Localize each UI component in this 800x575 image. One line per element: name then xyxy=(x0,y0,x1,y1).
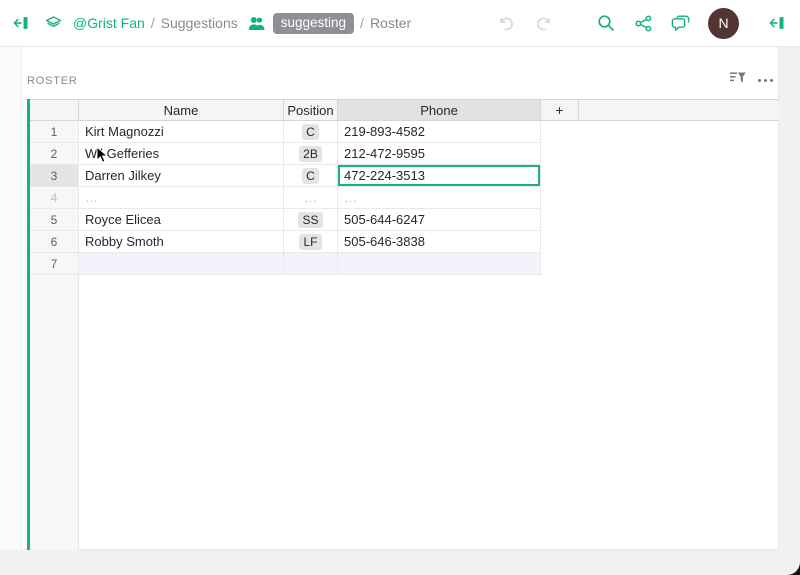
row-number-header[interactable] xyxy=(30,100,79,120)
column-header-phone[interactable]: Phone xyxy=(338,100,541,120)
cell-position[interactable]: C xyxy=(284,121,338,143)
cell-phone[interactable]: 212-472-9595 xyxy=(338,143,541,165)
row-number[interactable]: 6 xyxy=(30,231,79,253)
screen-corner-mask xyxy=(787,562,800,575)
header-filler xyxy=(579,100,779,120)
undo-icon[interactable] xyxy=(495,12,517,34)
row-number[interactable]: 2 xyxy=(30,143,79,165)
cell-name[interactable] xyxy=(79,253,284,275)
cell-phone[interactable] xyxy=(338,253,541,275)
section-title[interactable]: ROSTER xyxy=(27,75,78,87)
table-row-censored: 4 … … … xyxy=(30,187,587,209)
active-section-accent-bar xyxy=(27,99,30,550)
cell-position[interactable]: 2B xyxy=(284,143,338,165)
section-tools xyxy=(729,70,773,91)
column-header-position[interactable]: Position xyxy=(284,100,338,120)
cell-phone[interactable]: 219-893-4582 xyxy=(338,121,541,143)
cell-name[interactable]: Royce Elicea xyxy=(79,209,284,231)
table-row: 5 Royce Elicea SS 505-644-6247 xyxy=(30,209,587,231)
position-chip: C xyxy=(302,167,319,184)
cell-name[interactable]: Kirt Magnozzi xyxy=(79,121,284,143)
position-chip: SS xyxy=(298,211,323,228)
cell-position[interactable] xyxy=(284,253,338,275)
row-number[interactable]: 1 xyxy=(30,121,79,143)
mode-badge[interactable]: suggesting xyxy=(272,12,355,34)
row-number[interactable]: 4 xyxy=(30,187,79,209)
table-row: 2 Wil Gefferies 2B 212-472-9595 xyxy=(30,143,587,165)
column-header-name[interactable]: Name xyxy=(79,100,284,120)
expand-right-panel-icon[interactable] xyxy=(766,12,788,34)
comments-icon[interactable] xyxy=(669,12,691,34)
add-column-button[interactable]: + xyxy=(541,100,579,120)
redo-icon[interactable] xyxy=(532,12,554,34)
position-chip: 2B xyxy=(299,145,322,162)
share-icon[interactable] xyxy=(632,12,654,34)
breadcrumb-page[interactable]: Roster xyxy=(369,15,412,31)
sort-filter-icon[interactable] xyxy=(729,70,747,91)
breadcrumb-separator: / xyxy=(360,15,364,31)
row-number[interactable]: 3 xyxy=(30,165,79,187)
cell-name[interactable]: … xyxy=(79,187,284,209)
row-number[interactable]: 5 xyxy=(30,209,79,231)
top-header-bar: @Grist Fan / Suggestions suggesting / Ro… xyxy=(0,0,800,47)
table-row: 6 Robby Smoth LF 505-646-3838 xyxy=(30,231,587,253)
table-widget-panel: ROSTER Name Position Phone + xyxy=(22,47,779,550)
document-layers-icon[interactable] xyxy=(42,12,64,34)
more-options-icon[interactable] xyxy=(758,78,773,82)
table-body: 1 Kirt Magnozzi C 219-893-4582 2 Wil Gef… xyxy=(30,121,587,275)
mouse-cursor xyxy=(96,145,109,169)
cell-phone-selected[interactable]: 472-224-3513 xyxy=(338,165,541,187)
cell-position[interactable]: SS xyxy=(284,209,338,231)
cell-phone[interactable]: … xyxy=(338,187,541,209)
breadcrumb-separator: / xyxy=(150,15,155,31)
cell-phone[interactable]: 505-646-3838 xyxy=(338,231,541,253)
cell-position[interactable]: … xyxy=(284,187,338,209)
search-icon[interactable] xyxy=(595,12,617,34)
collapse-left-panel-icon[interactable] xyxy=(10,12,32,34)
avatar-letter: N xyxy=(718,15,729,31)
position-chip: C xyxy=(302,123,319,140)
cell-name[interactable]: Wil Gefferies xyxy=(79,143,284,165)
table-row-new: 7 xyxy=(30,253,587,275)
avatar[interactable]: N xyxy=(708,7,739,39)
row-number[interactable]: 7 xyxy=(30,253,79,275)
collapsed-left-panel[interactable] xyxy=(0,47,22,550)
column-header-row: Name Position Phone + xyxy=(30,99,779,121)
cell-name[interactable]: Robby Smoth xyxy=(79,231,284,253)
breadcrumb-document[interactable]: Suggestions xyxy=(160,15,238,31)
users-icon xyxy=(246,12,268,34)
position-chip: LF xyxy=(299,233,322,250)
table-row: 3 Darren Jilkey C 472-224-3513 xyxy=(30,165,587,187)
cell-position[interactable]: C xyxy=(284,165,338,187)
cell-phone[interactable]: 505-644-6247 xyxy=(338,209,541,231)
table-row: 1 Kirt Magnozzi C 219-893-4582 xyxy=(30,121,587,143)
breadcrumb-workspace[interactable]: @Grist Fan xyxy=(73,15,145,31)
topbar-actions: N xyxy=(495,7,790,39)
cell-position[interactable]: LF xyxy=(284,231,338,253)
cell-name[interactable]: Darren Jilkey xyxy=(79,165,284,187)
